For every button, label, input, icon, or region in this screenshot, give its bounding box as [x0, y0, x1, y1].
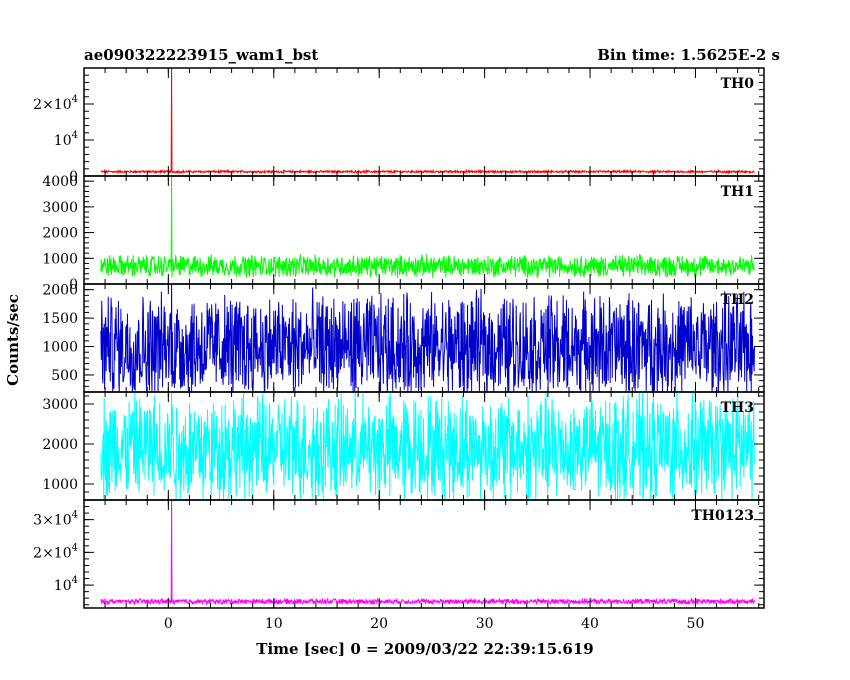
y-tick-label: 500: [51, 368, 78, 384]
series-th1: [100, 176, 755, 279]
panel-th2: TH2 500 1000 1500 2000: [42, 283, 765, 393]
panel-frame: [83, 499, 765, 609]
y-tick-label: 104: [54, 575, 78, 594]
y-tick-label: 1000: [42, 477, 78, 493]
x-axis-label: Time [sec] 0 = 2009/03/22 22:39:15.619: [256, 640, 593, 658]
panels-group: TH0 0 104 2×104 TH1 0 1000 2000 3000 4000 TH2 500 10…: [33, 67, 765, 609]
y-tick-label: 0: [69, 169, 78, 185]
panel-label: TH1: [721, 184, 754, 200]
series-th0123: [100, 500, 755, 606]
panel-frame: [83, 67, 765, 177]
y-tick-label: 3000: [42, 200, 78, 216]
panel-th1: TH1 0 1000 2000 3000 4000: [42, 174, 765, 293]
panel-label: TH3: [721, 400, 754, 416]
panel-th0123: TH0123 104 2×104 3×104: [33, 499, 765, 609]
x-tick-label: 0: [164, 616, 173, 632]
x-tick-label: 40: [581, 616, 599, 632]
y-tick-label: 2000: [42, 437, 78, 453]
x-tick-label: 50: [687, 616, 705, 632]
series-th3: [100, 392, 756, 500]
panel-th0: TH0 0 104 2×104: [33, 67, 765, 185]
x-tick-label: 20: [370, 616, 388, 632]
y-tick-label: 1500: [42, 311, 78, 327]
y-tick-label: 1000: [42, 251, 78, 267]
y-tick-label: 1000: [42, 340, 78, 356]
y-tick-label: 3×104: [33, 510, 78, 529]
x-axis: 0 10 20 30 40 50: [164, 616, 705, 632]
y-tick-label: 2×104: [33, 94, 78, 113]
y-axis-label: Counts/sec: [4, 294, 22, 386]
y-tick-label: 2×104: [33, 542, 78, 561]
y-tick-label: 2000: [42, 226, 78, 242]
y-tick-label: 3000: [42, 397, 78, 413]
chart-title: ae090322223915_wam1_bst: [84, 46, 318, 64]
y-tick-label: 104: [54, 130, 78, 149]
y-tick-label: 4000: [42, 174, 78, 190]
panel-th3: TH3 1000 2000 3000: [42, 391, 765, 501]
x-tick-label: 30: [476, 616, 494, 632]
panel-label: TH0123: [691, 508, 754, 524]
series-th2: [100, 284, 756, 392]
chart-subtitle: Bin time: 1.5625E-2 s: [597, 46, 780, 64]
x-tick-label: 10: [265, 616, 283, 632]
series-th0: [100, 68, 755, 175]
y-tick-label: 0: [69, 277, 78, 293]
panel-label: TH2: [721, 292, 754, 308]
y-tick-label: 2000: [42, 283, 78, 299]
panel-label: TH0: [721, 76, 755, 92]
